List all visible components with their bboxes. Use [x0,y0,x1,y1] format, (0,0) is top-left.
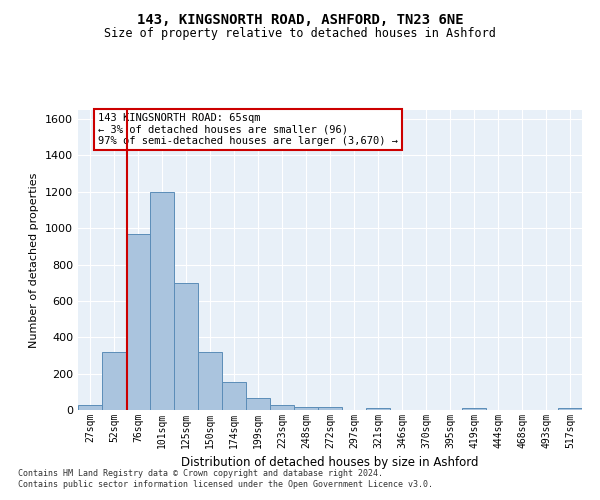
Text: 143, KINGSNORTH ROAD, ASHFORD, TN23 6NE: 143, KINGSNORTH ROAD, ASHFORD, TN23 6NE [137,12,463,26]
X-axis label: Distribution of detached houses by size in Ashford: Distribution of detached houses by size … [181,456,479,469]
Text: Contains HM Land Registry data © Crown copyright and database right 2024.: Contains HM Land Registry data © Crown c… [18,468,383,477]
Y-axis label: Number of detached properties: Number of detached properties [29,172,40,348]
Bar [78,405,102,410]
Bar [462,408,486,410]
Bar [294,408,318,410]
Bar [126,234,150,410]
Text: Size of property relative to detached houses in Ashford: Size of property relative to detached ho… [104,28,496,40]
Bar [318,408,342,410]
Bar [222,382,246,410]
Bar [174,282,198,410]
Bar [198,352,222,410]
Text: Contains public sector information licensed under the Open Government Licence v3: Contains public sector information licen… [18,480,433,489]
Bar [366,408,390,410]
Bar [558,408,582,410]
Bar [150,192,174,410]
Bar [270,406,294,410]
Bar [246,398,270,410]
Text: 143 KINGSNORTH ROAD: 65sqm
← 3% of detached houses are smaller (96)
97% of semi-: 143 KINGSNORTH ROAD: 65sqm ← 3% of detac… [98,113,398,146]
Bar [102,352,126,410]
